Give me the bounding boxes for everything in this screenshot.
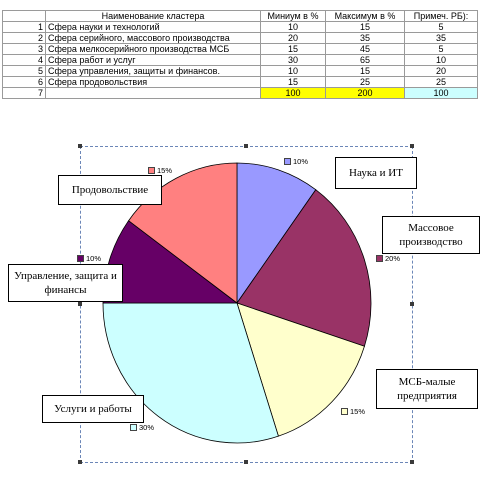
callout-massovoe[interactable]: Массовое производство xyxy=(382,216,480,254)
pct-label-massovoe: 20% xyxy=(376,254,400,263)
legend-swatch xyxy=(148,167,155,174)
max-total-cell[interactable]: 200 xyxy=(325,87,405,99)
pie-slice-uslugi[interactable] xyxy=(102,302,279,444)
resize-handle-mr[interactable] xyxy=(410,302,414,306)
callout-msb[interactable]: МСБ-малые предприятия xyxy=(376,369,478,409)
table-row: 5 Сфера управления, защиты и финансов. 1… xyxy=(2,65,478,77)
table-row-totals: 7 100 200 100 xyxy=(2,87,478,99)
resize-handle-bm[interactable] xyxy=(244,460,248,464)
resize-handle-tr[interactable] xyxy=(410,144,414,148)
resize-handle-tm[interactable] xyxy=(244,144,248,148)
legend-swatch xyxy=(376,255,383,262)
callout-upravlenie[interactable]: Управление, защита и финансы xyxy=(8,264,123,302)
legend-swatch xyxy=(130,424,137,431)
note-total-cell[interactable]: 100 xyxy=(404,87,478,99)
callout-nauka[interactable]: Наука и ИТ xyxy=(335,157,417,189)
callout-uslugi[interactable]: Услуги и работы xyxy=(42,395,144,423)
resize-handle-bl[interactable] xyxy=(78,460,82,464)
table-header-row: Наименование кластера Миниум в % Максиму… xyxy=(2,10,478,22)
resize-handle-ml[interactable] xyxy=(78,302,82,306)
pie-slice-msb[interactable] xyxy=(236,302,365,437)
pct-label-prod: 15% xyxy=(148,166,172,175)
pct-label-uslugi: 30% xyxy=(130,423,154,432)
callout-prod[interactable]: Продовольствие xyxy=(58,175,162,205)
legend-swatch xyxy=(77,255,84,262)
spreadsheet-table: Наименование кластера Миниум в % Максиму… xyxy=(2,10,478,99)
pie-slice-massovoe[interactable] xyxy=(236,189,372,347)
table-row: 3 Сфера мелкосерийного производства МСБ … xyxy=(2,43,478,55)
resize-handle-tl[interactable] xyxy=(78,144,82,148)
min-total-cell[interactable]: 100 xyxy=(260,87,326,99)
legend-swatch xyxy=(341,408,348,415)
pct-label-msb: 15% xyxy=(341,407,365,416)
pct-label-nauka: 10% xyxy=(284,157,308,166)
pct-label-upravlenie: 10% xyxy=(77,254,101,263)
resize-handle-br[interactable] xyxy=(410,460,414,464)
pie-slice-nauka[interactable] xyxy=(236,162,317,305)
legend-swatch xyxy=(284,158,291,165)
